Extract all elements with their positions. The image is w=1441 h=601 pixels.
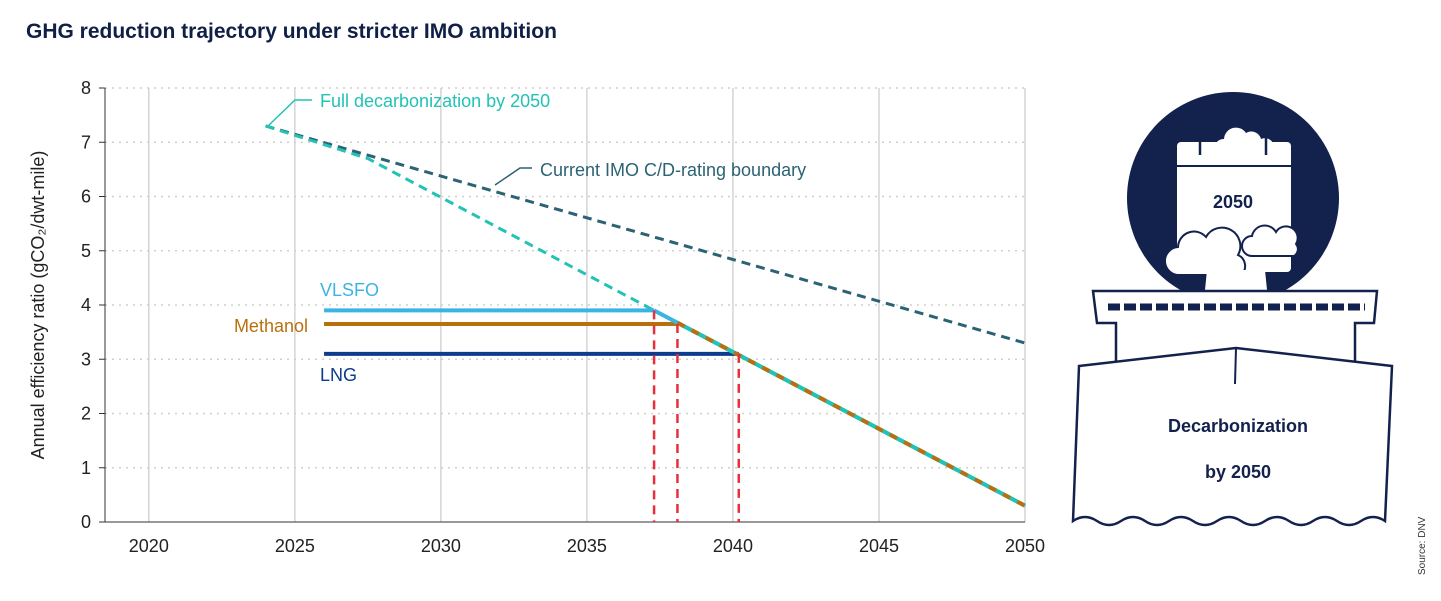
banner-line-2: by 2050 [1205,462,1271,482]
y-axis-label: Annual efficiency ratio (gCO₂/dwt-mile) [28,151,48,460]
cloud-icon [1163,226,1247,277]
y-tick-label: 0 [81,512,91,532]
series-full-decarb-dashed [265,124,655,312]
x-tick-label: 2040 [713,536,753,556]
x-tick-label: 2035 [567,536,607,556]
y-tick-label: 6 [81,187,91,207]
x-tick-label: 2025 [275,536,315,556]
y-tick-label: 1 [81,458,91,478]
y-tick-label: 3 [81,349,91,369]
x-tick-label: 2045 [859,536,899,556]
label-full-decarb: Full decarbonization by 2050 [320,91,550,111]
chart-title: GHG reduction trajectory under stricter … [26,20,557,43]
cloud-icon [1241,224,1299,257]
ship-hull [1071,346,1394,527]
x-tick-label: 2050 [1005,536,1045,556]
label-current-imo: Current IMO C/D-rating boundary [540,160,806,180]
source-note: Source: DNV [1417,516,1428,575]
ship-bow-line [1234,347,1237,385]
funnel [1205,270,1267,290]
label-vlsfo: VLSFO [320,280,379,300]
decarbonization-illustration [1071,92,1394,527]
label-lng: LNG [320,365,357,385]
y-tick-label: 4 [81,295,91,315]
x-tick-label: 2030 [421,536,461,556]
series-methanol-trajectory [676,320,1026,508]
banner-line-1: Decarbonization [1168,416,1308,436]
y-tick-label: 2 [81,404,91,424]
y-tick-label: 8 [81,78,91,98]
leader-current-imo [494,167,532,186]
leader-full-decarb [267,99,312,127]
y-tick-label: 7 [81,132,91,152]
label-methanol: Methanol [234,316,308,336]
series-current-imo-line [265,124,1026,345]
calendar-year: 2050 [1213,192,1253,212]
y-tick-label: 5 [81,241,91,261]
x-tick-label: 2020 [129,536,169,556]
